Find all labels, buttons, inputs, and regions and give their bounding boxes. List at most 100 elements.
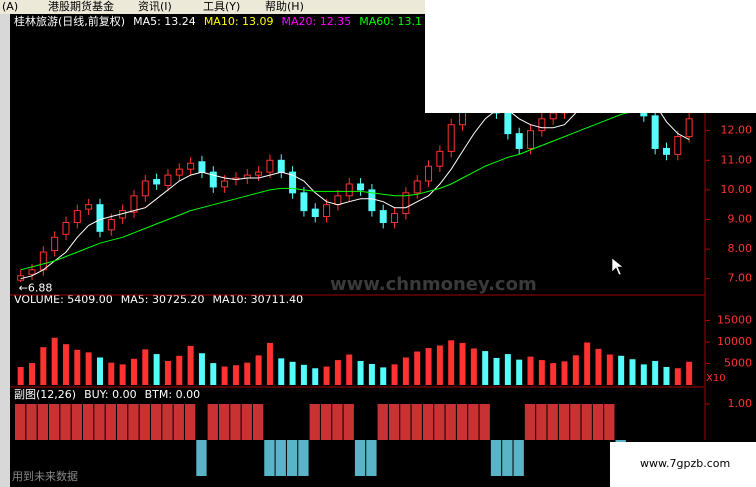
- signal-bar: [411, 404, 422, 440]
- indicator-label: MA10: 30711.40: [212, 293, 303, 306]
- volume-bar: [130, 358, 137, 385]
- signal-bar: [173, 404, 184, 440]
- volume-bar: [232, 365, 239, 385]
- candle-body: [538, 118, 546, 132]
- volume-bar: [210, 363, 217, 385]
- candle-body: [402, 192, 410, 215]
- candle-body: [436, 150, 444, 167]
- volume-bar: [391, 364, 398, 385]
- volume-bar: [142, 349, 149, 385]
- volume-bar: [504, 354, 511, 385]
- signal-bar: [377, 404, 388, 440]
- candle-body: [96, 204, 104, 232]
- candle-body: [300, 192, 308, 212]
- volume-bar: [51, 337, 58, 385]
- left-strip: [0, 14, 10, 487]
- volume-bar: [640, 364, 647, 385]
- volume-bar: [108, 362, 115, 385]
- panel-title: 桂林旅游(日线,前复权): [14, 14, 125, 28]
- y-tick-label: 5000: [724, 357, 752, 370]
- candle-body: [447, 124, 455, 152]
- candle-body: [130, 195, 138, 213]
- signal-bar: [388, 404, 400, 440]
- signal-bar: [116, 404, 128, 440]
- y-tick-label: 8.00: [728, 242, 753, 255]
- candle-body: [153, 179, 161, 185]
- y-tick-label: 7.00: [728, 272, 753, 285]
- signal-bar: [264, 440, 275, 476]
- signal-bar: [128, 404, 139, 440]
- candle-body: [164, 174, 172, 186]
- candle-body: [73, 210, 81, 223]
- candle-body: [107, 218, 115, 231]
- menu-item[interactable]: 帮助(H): [265, 0, 304, 13]
- signal-bar: [456, 404, 468, 440]
- signal-bar: [60, 404, 71, 440]
- volume-bar: [448, 340, 455, 385]
- candle-body: [266, 159, 274, 173]
- candle-body: [368, 189, 376, 212]
- site-label: www.7gpzb.com: [640, 457, 730, 470]
- menu-item[interactable]: 资讯(I): [138, 0, 172, 13]
- signal-bar: [71, 404, 82, 440]
- volume-bar: [300, 364, 307, 385]
- volume-bar: [414, 351, 421, 385]
- candle-body: [379, 210, 387, 223]
- signal-bar: [320, 404, 332, 440]
- volume-bar: [368, 363, 375, 385]
- candle-body: [141, 180, 149, 197]
- candle-body: [515, 133, 523, 149]
- site-area: [610, 442, 756, 487]
- candle-body: [323, 204, 331, 218]
- volume-bar: [357, 360, 364, 385]
- candle-body: [198, 161, 206, 173]
- y-tick-label: 15000: [717, 314, 752, 327]
- ma-line: [20, 108, 690, 271]
- candle-body: [255, 171, 263, 176]
- candle-body: [685, 118, 693, 138]
- signal-bar: [230, 404, 241, 440]
- volume-bar: [584, 342, 591, 385]
- signal-bar: [286, 440, 298, 476]
- watermark: www.chnmoney.com: [330, 274, 537, 295]
- menu-item[interactable]: 港股期货基金: [48, 0, 114, 13]
- volume-bar: [629, 359, 636, 385]
- volume-bar: [187, 345, 194, 385]
- volume-bar: [266, 342, 273, 385]
- panel-title: VOLUME: 5409.00: [14, 293, 113, 306]
- volume-bar: [62, 344, 69, 385]
- candle-body: [662, 147, 670, 155]
- signal-bar: [94, 404, 105, 440]
- signal-bar: [354, 440, 366, 476]
- signal-bar: [434, 404, 445, 440]
- signal-bar: [309, 404, 320, 440]
- volume-bar: [323, 366, 330, 385]
- y-tick-label: 11.00: [721, 153, 753, 166]
- candle-body: [209, 171, 217, 188]
- y-tick-label: 12.00: [721, 124, 753, 137]
- signal-bar: [604, 404, 615, 440]
- signal-bar: [218, 404, 230, 440]
- volume-bar: [346, 354, 353, 385]
- volume-bar: [164, 360, 171, 385]
- signal-bar: [366, 440, 377, 476]
- volume-bar: [380, 367, 387, 385]
- volume-bar: [198, 353, 205, 385]
- signal-bar: [252, 404, 264, 440]
- volume-bar: [176, 355, 183, 385]
- volume-bar: [244, 362, 251, 385]
- menu-item[interactable]: (A): [2, 0, 18, 13]
- menu-item[interactable]: 工具(Y): [203, 0, 240, 13]
- volume-bar: [674, 368, 681, 385]
- signal-bar: [15, 404, 26, 440]
- candle-body: [334, 195, 342, 206]
- signal-bar: [558, 404, 570, 440]
- candle-body: [277, 159, 285, 173]
- signal-bar: [400, 404, 411, 440]
- signal-bar: [343, 404, 354, 440]
- y-tick-label: 10000: [717, 335, 752, 348]
- candle-body: [39, 251, 47, 271]
- candle-body: [28, 269, 36, 275]
- volume-bar: [561, 361, 568, 385]
